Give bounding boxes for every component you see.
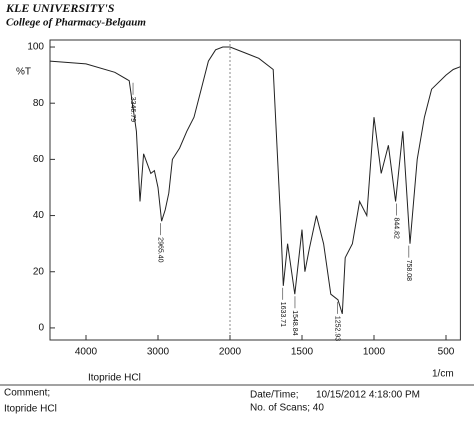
datetime: 10/15/2012 4:18:00 PM [316, 390, 420, 401]
datetime-label: Date/Time; [250, 390, 299, 401]
peak-label: 3346.79 [129, 97, 136, 122]
y-tick-label: 0 [38, 323, 44, 334]
x-unit: 1/cm [432, 369, 454, 380]
header-title: KLE UNIVERSITY'S [5, 1, 115, 15]
peak-label: 2965.40 [157, 237, 164, 262]
x-tick-label: 1500 [291, 347, 314, 358]
plot-frame [49, 39, 461, 341]
x-tick-label: 4000 [75, 347, 98, 358]
peak-label: 1633.71 [279, 302, 286, 327]
peak-label: 844.82 [393, 218, 400, 240]
y-tick-label: 80 [33, 98, 45, 109]
peak-label: 758.08 [405, 260, 412, 282]
peak-label: 1548.84 [291, 310, 298, 335]
comment-label: Comment; [4, 388, 50, 399]
spectrum-line [49, 46, 461, 315]
scans: No. of Scans; 40 [250, 403, 324, 414]
y-tick-label: 40 [33, 210, 45, 221]
y-tick-label: 20 [33, 266, 45, 277]
y-tick-label: 60 [33, 154, 45, 165]
x-tick-label: 500 [438, 347, 455, 358]
x-tick-label: 3000 [147, 347, 170, 358]
x-tick-label: 2000 [219, 347, 242, 358]
sample-name: Itopride HCl [88, 373, 141, 384]
x-tick-label: 1000 [363, 347, 386, 358]
peak-label: 1252.93 [334, 316, 341, 341]
y-axis-label: %T [16, 67, 31, 78]
comment: Itopride HCl [4, 404, 57, 415]
header-subtitle: College of Pharmacy-Belgaum [6, 17, 146, 29]
y-tick-label: 100 [27, 42, 44, 53]
